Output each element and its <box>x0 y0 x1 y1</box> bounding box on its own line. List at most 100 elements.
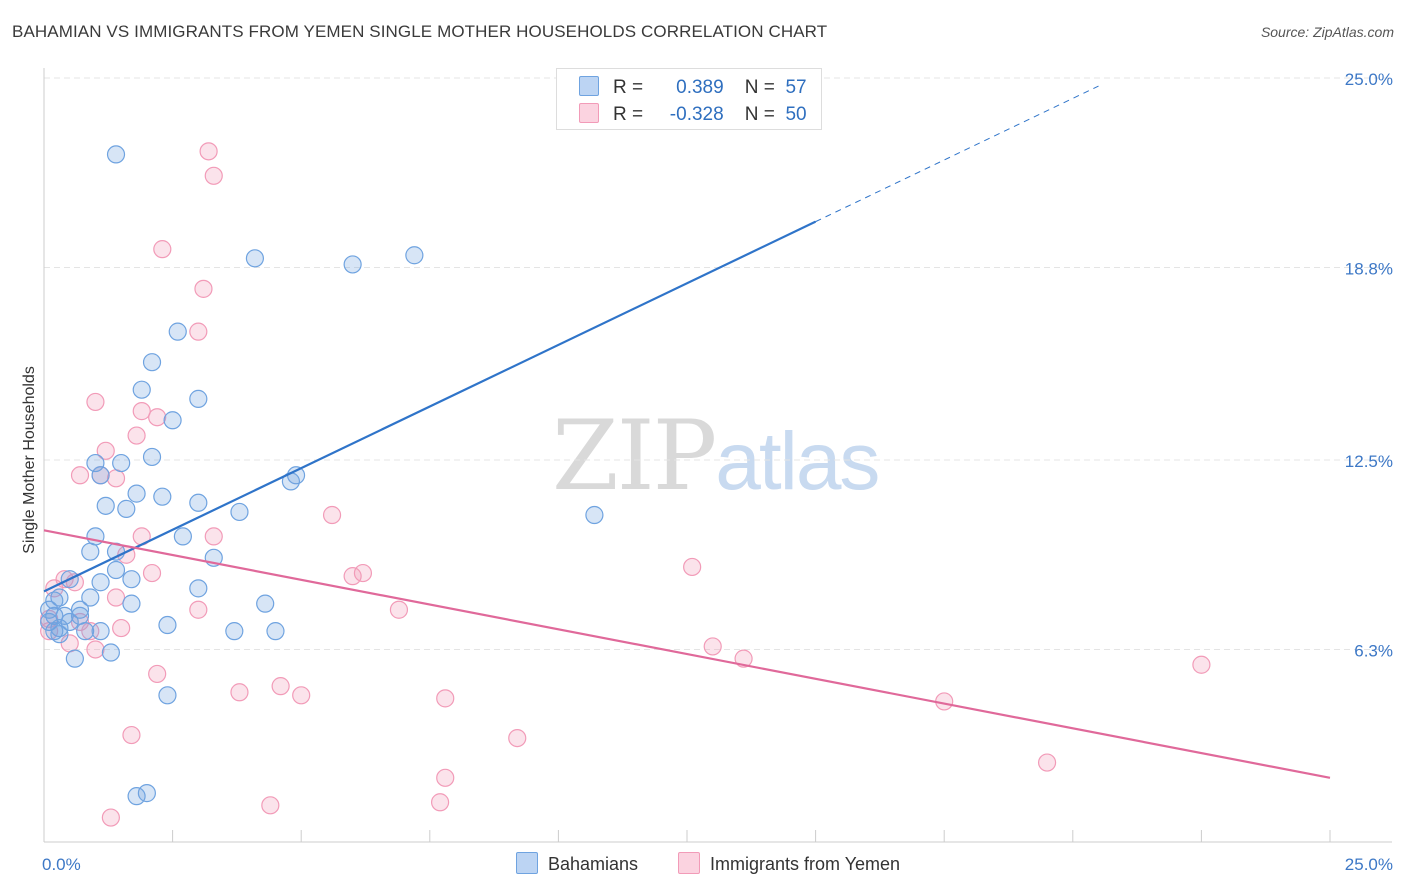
bahamian-point <box>81 542 100 561</box>
yemen-trend-line <box>43 529 1331 779</box>
yemen-point <box>148 408 167 427</box>
bahamian-point <box>189 579 208 598</box>
legend-row-bahamians: R = 0.389 N = 57 <box>579 76 807 98</box>
yemen-point <box>122 725 141 745</box>
bahamian-point <box>81 588 100 607</box>
bahamian-point <box>189 389 208 408</box>
bahamian-point <box>117 499 136 518</box>
yemen-point <box>86 640 105 659</box>
yemen-point <box>189 322 208 341</box>
yemen-point <box>96 441 115 460</box>
bahamian-point <box>112 453 131 473</box>
yemen-point <box>132 402 151 421</box>
yemen-point <box>189 600 208 619</box>
yemen-point <box>436 689 455 708</box>
source-label: Source: ZipAtlas.com <box>1260 24 1394 40</box>
watermark-atlas: atlas <box>715 416 880 507</box>
bottom-legend-yemen: Immigrants from Yemen <box>678 852 900 875</box>
yemen-point <box>194 279 213 298</box>
yemen-point <box>86 392 105 412</box>
yemen-n-value: 50 <box>785 104 807 125</box>
yemen-point <box>230 683 249 702</box>
bahamians-r-value: 0.389 <box>676 77 724 98</box>
bahamian-point <box>50 625 69 644</box>
bahamians-trend-extension <box>815 85 1099 223</box>
bahamian-point <box>91 466 110 485</box>
y-tick-label: 12.5% <box>1345 452 1393 471</box>
yemen-swatch <box>579 103 599 123</box>
bahamian-point <box>189 493 208 512</box>
bahamian-point <box>585 505 604 525</box>
bahamian-point <box>45 591 64 610</box>
yemen-point <box>70 466 90 485</box>
bahamian-point <box>343 255 362 274</box>
bahamian-point <box>158 686 177 705</box>
bottom-legend-bahamians: Bahamians <box>516 852 638 875</box>
bahamians-swatch <box>579 76 599 96</box>
tick-labels: 6.3% 12.5% 18.8% 25.0% 0.0% 25.0% <box>42 70 1393 874</box>
legend-r-label: R = <box>613 77 644 98</box>
bahamian-point <box>122 594 141 613</box>
yemen-point <box>271 677 290 696</box>
bahamian-point <box>142 447 162 467</box>
bahamian-point <box>101 643 120 662</box>
yemen-point <box>353 563 373 583</box>
yemen-point <box>101 808 120 827</box>
yemen-point <box>148 664 167 684</box>
bahamian-point <box>173 527 192 546</box>
yemen-point <box>127 426 146 445</box>
bahamian-points <box>40 145 604 806</box>
legend-n-label: N = <box>744 77 775 98</box>
yemen-point <box>436 768 455 787</box>
bahamian-point <box>96 496 115 515</box>
yemen-point <box>106 588 126 607</box>
yemen-point <box>1192 655 1211 674</box>
legend-r-label: R = <box>613 104 644 125</box>
yemen-point <box>322 505 342 525</box>
yemen-point <box>106 469 126 488</box>
grid-lines <box>44 77 1392 650</box>
bahamian-point <box>106 560 126 580</box>
yemen-legend-swatch <box>678 852 700 874</box>
legend-n-label: N = <box>744 104 775 125</box>
yemen-point <box>343 567 362 586</box>
bahamian-point <box>65 649 84 668</box>
bahamian-point <box>45 622 64 641</box>
bahamian-point <box>127 484 146 503</box>
trend-lines <box>43 85 1331 779</box>
yemen-legend-label: Immigrants from Yemen <box>710 854 901 874</box>
y-axis-label: Single Mother Households <box>21 366 38 554</box>
bahamian-point <box>168 322 187 341</box>
bahamian-point <box>405 246 424 265</box>
yemen-point <box>81 622 100 641</box>
bahamians-legend-label: Bahamians <box>548 854 639 874</box>
axes <box>43 68 1392 843</box>
bahamian-point <box>50 588 69 607</box>
bahamian-point <box>137 784 156 803</box>
yemen-point <box>204 527 223 546</box>
bahamians-trend-line <box>43 220 817 593</box>
watermark: ZIPatlas <box>552 400 880 512</box>
y-tick-label: 6.3% <box>1354 641 1393 660</box>
yemen-point <box>199 142 218 161</box>
bahamian-point <box>106 145 126 164</box>
bahamian-point <box>127 787 146 806</box>
bahamian-point <box>50 618 69 638</box>
bahamian-point <box>266 622 285 641</box>
yemen-point <box>508 728 527 748</box>
bahamian-point <box>91 573 110 592</box>
bahamian-point <box>60 612 79 632</box>
yemen-r-value: -0.328 <box>669 104 724 125</box>
bahamian-point <box>70 600 90 619</box>
bahamians-legend-swatch <box>516 852 538 874</box>
bahamian-point <box>230 502 249 522</box>
yemen-point <box>142 563 162 583</box>
correlation-legend: R = 0.389 N = 57 R = -0.328 N = 50 <box>556 68 822 130</box>
yemen-point <box>703 637 722 656</box>
bahamian-point <box>132 380 151 399</box>
yemen-point <box>430 793 450 812</box>
bahamian-point <box>245 249 265 268</box>
yemen-point <box>1037 753 1057 772</box>
yemen-point <box>112 618 131 638</box>
